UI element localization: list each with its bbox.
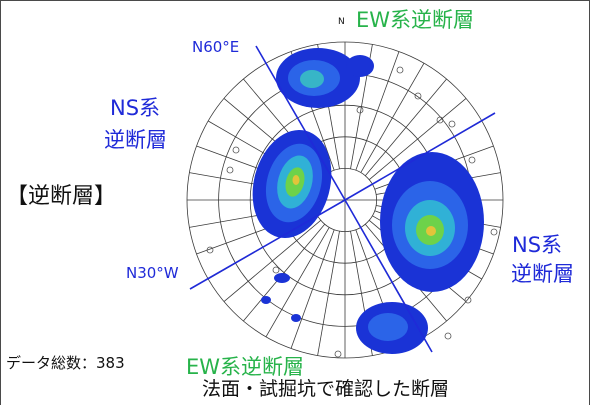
data-points [206, 66, 498, 358]
caption: 法面・試掘坑で確認した断層 [202, 378, 450, 400]
ns-label-right-line1: NS系 [512, 233, 563, 257]
grid-radial-line [317, 231, 340, 356]
density-cluster-left [252, 129, 332, 239]
density-cluster-bottom [261, 273, 428, 354]
grid-radial-line [360, 62, 425, 173]
grid-radial-line [265, 227, 330, 338]
ew-label-top: EW系逆断層 [356, 8, 475, 32]
n60e-line-lower [344, 199, 433, 353]
grid-radial-line [290, 229, 335, 349]
density-cluster-right [380, 152, 484, 292]
data-count: データ総数：383 [6, 354, 125, 372]
grid-radial-line [368, 98, 467, 181]
ns-label-right-line2: 逆断層 [511, 262, 574, 286]
grid-radial-line [243, 223, 326, 322]
ns-label-left-line1: NS系 [110, 96, 161, 120]
ew-label-bottom: EW系逆断層 [186, 355, 305, 379]
n30w-label: N30°W [126, 264, 179, 282]
north-label: N [338, 17, 345, 27]
strike-lines [189, 45, 496, 353]
n30w-line [189, 199, 346, 290]
ns-label-left-line2: 逆断層 [104, 128, 167, 152]
n30w-line-upper [344, 112, 496, 201]
n60e-line [255, 45, 346, 201]
grid-radial-line [364, 78, 447, 177]
n60e-label: N60°E [192, 38, 240, 56]
section-title: 【逆断層】 [6, 184, 117, 209]
grid-radial-line [355, 51, 400, 171]
density-cluster-top [276, 48, 374, 108]
grid-radial-line [223, 219, 322, 302]
